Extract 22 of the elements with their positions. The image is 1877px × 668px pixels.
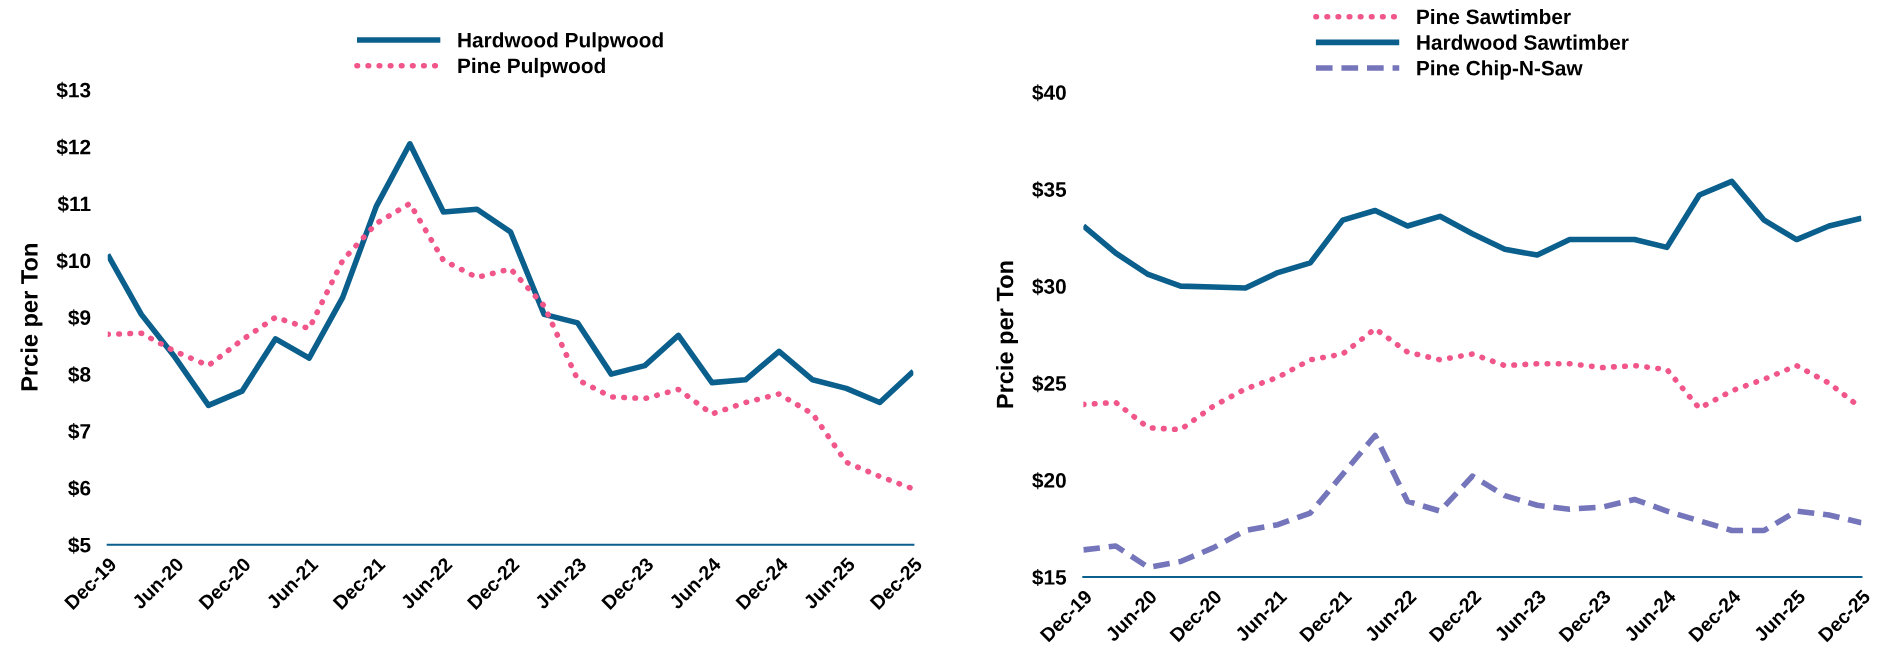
y-tick-label: $25 [1032,375,1067,393]
y-axis-title: Prcie per Ton [20,244,43,391]
y-tick-label: $10 [56,252,91,270]
y-tick-label: $8 [68,366,91,384]
y-tick-label: $15 [1032,569,1067,587]
y-tick-label: $40 [1032,84,1066,102]
legend-label: Pine Pulpwood [458,57,605,78]
y-tick-label: $13 [56,81,91,99]
y-tick-label: $5 [68,536,91,554]
y-tick-label: $20 [1032,472,1066,490]
legend-label: Hardwood Sawtimber [1417,34,1629,50]
y-tick-label: $35 [1032,181,1067,199]
legend-label: Pine Sawtimber [1417,8,1571,25]
legend-label: Pine Chip-N-Saw [1417,60,1583,80]
y-axis-title: Prcie per Ton [996,261,1019,408]
y-tick-label: $11 [57,195,91,213]
y-tick-label: $30 [1032,278,1066,296]
y-tick-label: $6 [68,479,91,497]
legend-label: Hardwood Pulpwood [458,32,663,52]
y-tick-label: $7 [68,423,91,441]
y-tick-label: $12 [56,138,91,156]
y-tick-label: $9 [68,309,91,327]
